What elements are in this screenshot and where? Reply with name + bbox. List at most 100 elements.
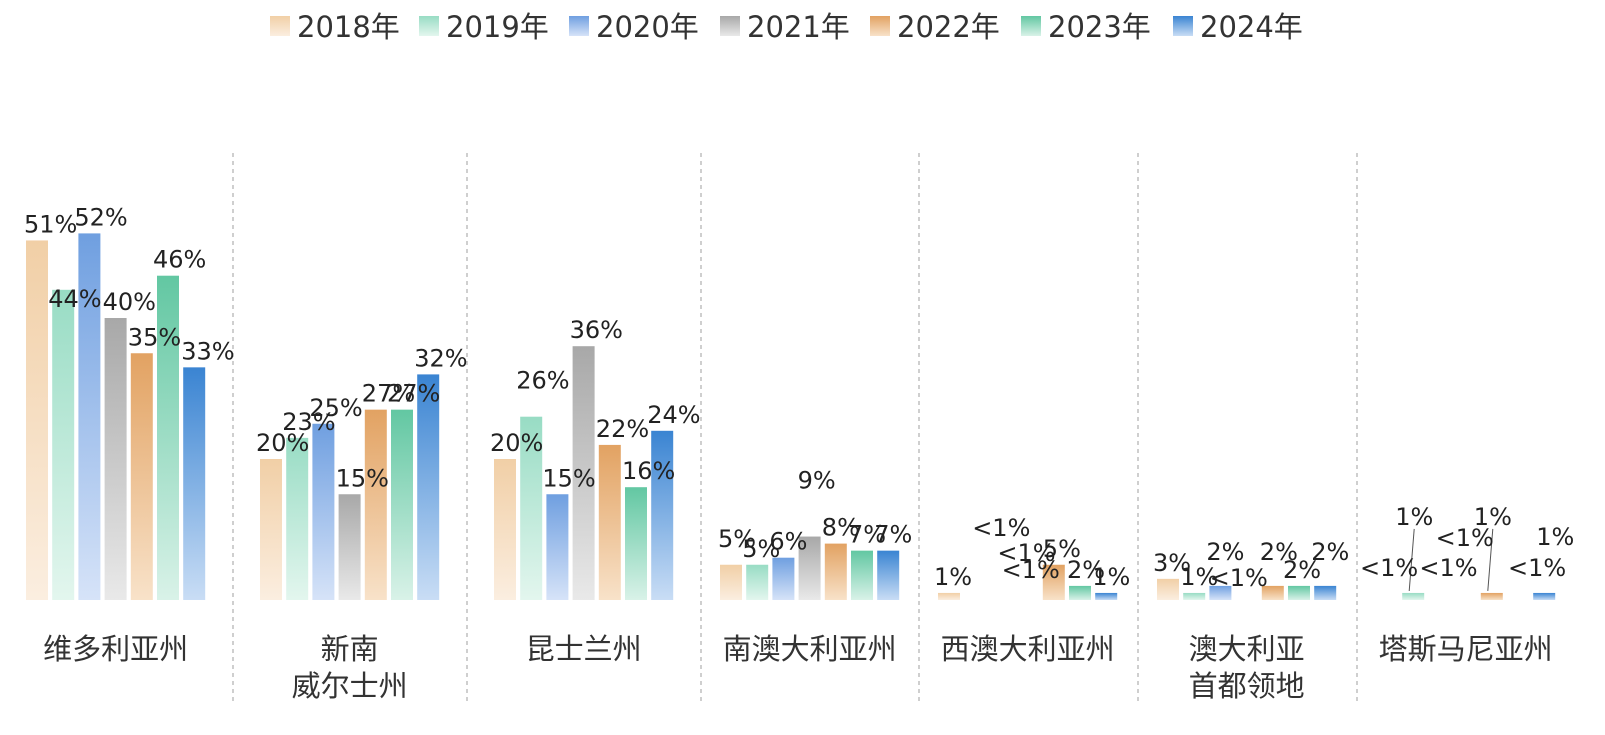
value-label: 44% <box>48 285 101 313</box>
bar <box>1480 592 1503 600</box>
value-label: 9% <box>798 467 836 495</box>
bar <box>824 543 847 600</box>
legend-label: 2022年 <box>897 10 1000 44</box>
label-leaders <box>1408 528 1494 591</box>
bar <box>1069 585 1091 600</box>
value-label: 15% <box>542 464 595 492</box>
value-label: <1% <box>972 514 1030 542</box>
bars <box>26 233 1556 600</box>
value-label: 5% <box>1043 535 1081 563</box>
bar <box>938 592 960 600</box>
category-label: 南澳大利亚州 <box>723 632 897 666</box>
legend-label: 2018年 <box>297 10 400 44</box>
bar <box>183 367 206 600</box>
value-label: 15% <box>336 464 389 492</box>
legend: 2018年 2019年 2020年 2021年 2022年 2023年 2024年 <box>270 10 1303 44</box>
category-separators <box>232 153 1358 705</box>
value-label: 2% <box>1067 556 1105 584</box>
value-label: <1% <box>1436 524 1494 552</box>
value-label: 20% <box>490 429 543 457</box>
value-label: 40% <box>103 288 156 316</box>
value-label: 1% <box>1474 503 1512 531</box>
bar <box>417 374 440 600</box>
value-label: 1% <box>1395 503 1433 531</box>
value-label: 35% <box>128 323 181 351</box>
legend-swatch-2019年 <box>419 16 439 36</box>
value-label: 1% <box>1092 563 1130 591</box>
bar <box>746 564 769 600</box>
value-label: <1% <box>1508 554 1566 582</box>
value-label: 7% <box>874 521 912 549</box>
value-label: 7% <box>848 521 886 549</box>
value-label: <1% <box>1210 564 1268 592</box>
value-label: 8% <box>822 514 860 542</box>
category-label: 澳大利亚首都领地 <box>1189 632 1305 703</box>
category-labels: 维多利亚州 新南威尔士州 昆士兰州 南澳大利亚州 西澳大利亚州 澳大利亚首都领地 塔斯马尼亚… <box>43 632 1553 703</box>
bar <box>720 564 742 600</box>
legend-label: 2020年 <box>596 10 699 44</box>
category-label: 西澳大利亚州 <box>941 632 1115 666</box>
value-label: 33% <box>181 337 234 365</box>
bar <box>364 409 387 600</box>
bar <box>1183 592 1206 600</box>
bar <box>1402 592 1425 600</box>
bar <box>260 459 282 600</box>
value-label: 22% <box>596 415 649 443</box>
legend-swatch-2023年 <box>1021 16 1041 36</box>
legend-swatch-2020年 <box>569 16 589 36</box>
value-label: <1% <box>997 539 1055 567</box>
category-label: 昆士兰州 <box>526 632 642 666</box>
bar <box>157 275 179 600</box>
category-label: 新南威尔士州 <box>292 632 408 703</box>
legend-swatch-2018年 <box>270 16 290 36</box>
value-label: 27% <box>362 380 415 408</box>
value-labels: 51%44%52%40%35%46%33%20%23%25%15%27%27%3… <box>24 203 1574 592</box>
bar <box>651 430 674 600</box>
bar <box>1314 585 1337 600</box>
value-label: <1% <box>1419 554 1477 582</box>
bar <box>52 289 75 600</box>
legend-label: 2023年 <box>1048 10 1151 44</box>
bar <box>391 409 413 600</box>
value-label: 2% <box>1260 538 1298 566</box>
bar <box>598 444 621 600</box>
label-leader-line <box>1487 528 1494 591</box>
value-label: 23% <box>282 408 335 436</box>
bar <box>1288 585 1310 600</box>
value-label: 3% <box>1153 549 1191 577</box>
legend-label: 2024年 <box>1200 10 1303 44</box>
bar <box>26 240 48 600</box>
bar <box>877 550 900 600</box>
bar <box>546 494 569 600</box>
category-label: 塔斯马尼亚州 <box>1379 632 1553 666</box>
value-label: <1% <box>1002 556 1060 584</box>
bar <box>286 437 309 600</box>
bar <box>104 318 127 600</box>
value-label: 1% <box>1180 563 1218 591</box>
bar <box>798 536 821 600</box>
value-label: 27% <box>387 380 440 408</box>
bar <box>130 353 153 600</box>
bar <box>1042 564 1065 600</box>
legend-label: 2019年 <box>446 10 549 44</box>
bar <box>338 494 361 600</box>
bar <box>1533 592 1556 600</box>
bar <box>520 416 543 600</box>
label-leader-line <box>1408 528 1415 591</box>
value-label: 2% <box>1283 556 1321 584</box>
value-label: 2% <box>1206 538 1244 566</box>
value-label: 5% <box>718 525 756 553</box>
value-label: 2% <box>1311 538 1349 566</box>
value-label: 20% <box>256 429 309 457</box>
value-label: 46% <box>153 246 206 274</box>
value-label: 26% <box>516 367 569 395</box>
value-label: 32% <box>414 344 467 372</box>
legend-swatch-2021年 <box>720 16 740 36</box>
value-label: 5% <box>742 535 780 563</box>
value-label: 16% <box>622 457 675 485</box>
value-label: 36% <box>570 316 623 344</box>
value-label: 24% <box>647 401 700 429</box>
value-label: 51% <box>24 210 77 238</box>
bar <box>1095 592 1118 600</box>
